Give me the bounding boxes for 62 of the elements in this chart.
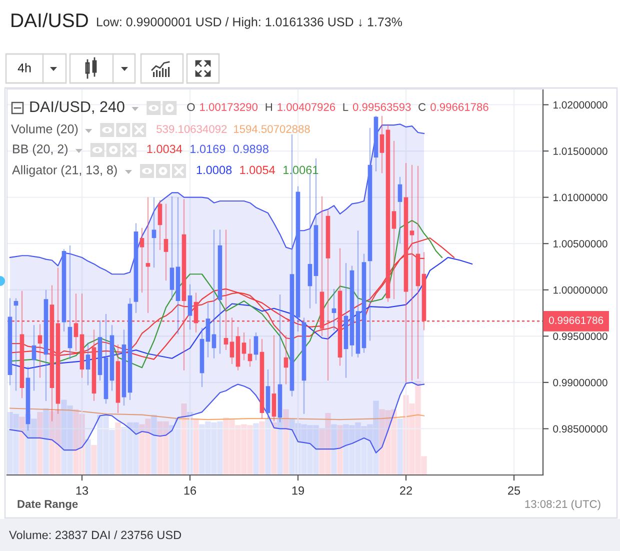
annotation: 1.00407926: [278, 103, 336, 111]
annotation: 539.10634092: [156, 125, 227, 133]
annotation: C: [418, 103, 426, 111]
annotation: 1.0034: [147, 144, 182, 154]
text: 13:08:21 (UTC): [525, 500, 600, 510]
bar: [259, 421, 265, 475]
annotation: 0.99563593: [352, 103, 411, 111]
bar: [265, 418, 271, 475]
y-tick-label: 0.98500000: [553, 425, 608, 433]
text: 4h: [18, 63, 31, 72]
bar: [397, 418, 403, 475]
annotation: H: [266, 103, 272, 111]
bar: [337, 425, 343, 475]
annotation: BB (20, 2): [13, 144, 68, 156]
bar: [85, 439, 91, 475]
line-series: [9, 220, 443, 368]
bar: [19, 416, 25, 475]
bar: [283, 409, 289, 475]
annotation: 1594.50702888: [234, 125, 310, 133]
line-series: [9, 382, 425, 454]
y-tick-label: 0.99000000: [553, 378, 608, 386]
bar: [331, 424, 337, 475]
bar: [43, 408, 49, 475]
line-series: [9, 124, 425, 275]
x-tick-label: 16: [184, 486, 196, 495]
annotation: O: [187, 103, 195, 111]
ref-line-label: 0.99661786: [548, 316, 604, 324]
y-tick-label: 1.00500000: [554, 240, 608, 248]
annotation: Alligator (21, 13, 8): [12, 165, 117, 177]
y-tick-label: 1.01000000: [554, 194, 608, 202]
x-tick-label: 22: [400, 486, 412, 495]
x-tick-label: 25: [508, 486, 520, 495]
text: Date Range: [18, 500, 78, 510]
bar: [181, 404, 187, 475]
bar: [37, 412, 43, 475]
y-tick-label: 1.02000000: [554, 101, 608, 109]
annotation: 0.99661786: [430, 103, 488, 111]
annotation: Volume (20): [11, 124, 78, 136]
annotation: DAI/USD, 240: [30, 100, 124, 114]
y-tick-label: 1.01500000: [554, 148, 608, 155]
text: Volume: 23837 DAI / 23756 USD: [9, 530, 182, 540]
x-tick-label: 19: [292, 486, 304, 495]
bar: [253, 423, 259, 475]
y-tick-label: 0.99500000: [553, 332, 608, 340]
line-series: [9, 256, 473, 370]
bar: [193, 418, 199, 475]
annotation: L: [343, 103, 348, 111]
annotation: 0.9898: [233, 144, 268, 154]
y-tick-label: 1.00000000: [554, 286, 608, 294]
bar: [115, 422, 121, 475]
annotation: 1.0169: [190, 144, 226, 154]
bar: [91, 444, 97, 475]
chart-title: DAI/USD: [12, 12, 88, 28]
line-series: [9, 237, 455, 360]
annotation: 1.00173290: [200, 103, 258, 111]
x-tick-label: 13: [76, 486, 88, 495]
annotation: 1.0008: [196, 166, 232, 174]
chart-subtitle: Low: 0.99000001 USD / High: 1.0161336 USD ↓ 1.73%: [97, 17, 402, 29]
bar: [151, 414, 157, 475]
annotation: 1.0061: [284, 166, 318, 174]
bar: [271, 422, 277, 475]
annotation: 1.0054: [240, 166, 276, 174]
